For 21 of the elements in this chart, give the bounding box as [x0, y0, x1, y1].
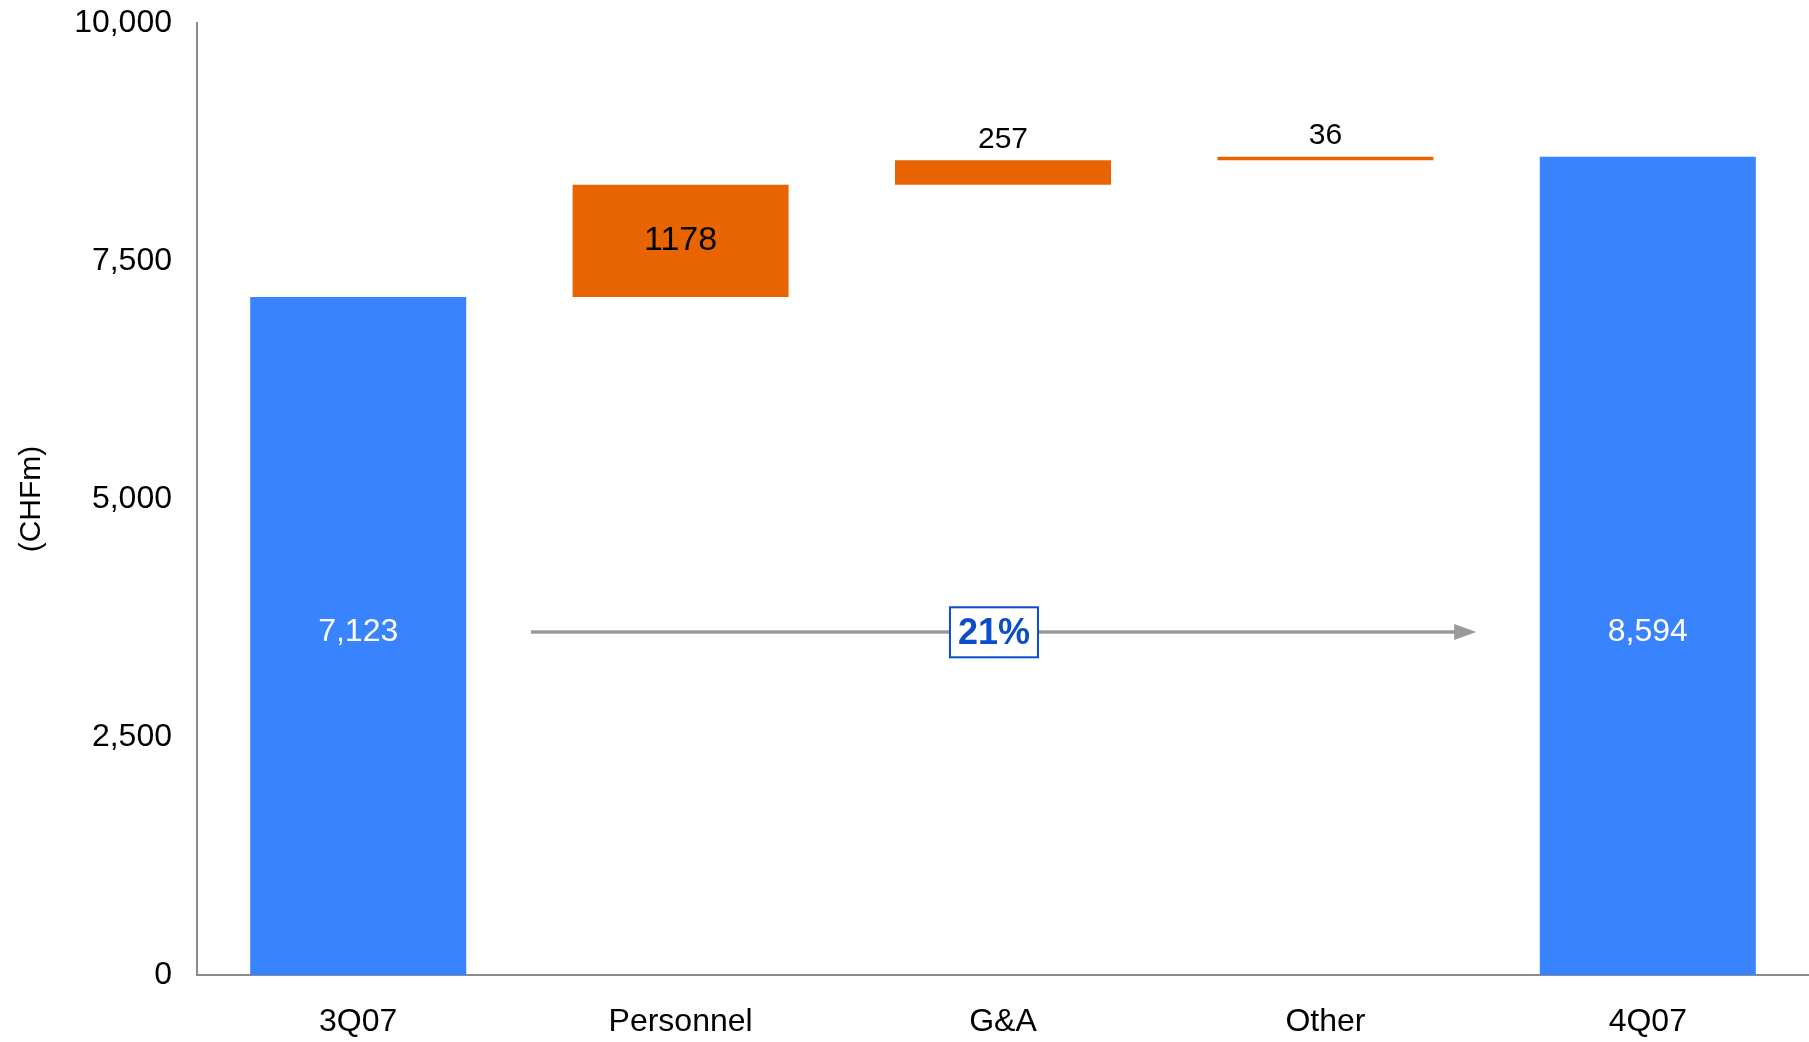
y-tick-label: 7,500: [91, 240, 172, 277]
y-tick-label: 5,000: [91, 478, 172, 515]
x-tick-label: 3Q07: [319, 1002, 398, 1039]
bar: [572, 184, 789, 297]
data-label: 7,123: [318, 612, 399, 649]
annotation: 21%: [948, 606, 1040, 658]
bar: [895, 160, 1111, 185]
data-label: 8,594: [1607, 612, 1688, 649]
data-label: 36: [1308, 117, 1343, 151]
bar: [1539, 156, 1756, 975]
data-label: 257: [977, 120, 1029, 154]
bar: [250, 296, 467, 975]
x-tick-label: Personnel: [608, 1002, 753, 1039]
x-tick-label: G&A: [969, 1002, 1038, 1039]
data-label: 1178: [644, 219, 718, 258]
x-tick-label: 4Q07: [1608, 1002, 1687, 1039]
y-tick-label: 10,000: [74, 2, 172, 39]
y-tick-label: 2,500: [91, 716, 172, 753]
x-tick-label: Other: [1285, 1002, 1366, 1039]
y-tick-label: 0: [154, 954, 172, 991]
y-axis-title: (CHFm): [13, 445, 47, 553]
